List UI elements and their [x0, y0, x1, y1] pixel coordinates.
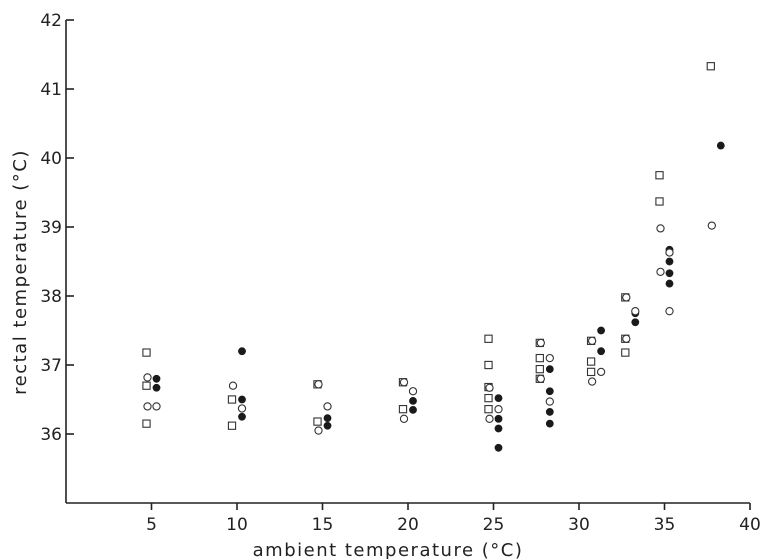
data-point-filled-circle — [323, 414, 332, 423]
data-point-square — [621, 348, 630, 357]
data-point-open-circle — [485, 383, 494, 392]
data-point-square — [484, 334, 493, 343]
data-point-filled-circle — [238, 347, 246, 356]
data-point-filled-circle — [665, 279, 674, 288]
data-point-open-circle — [665, 248, 674, 257]
data-point-filled-circle — [716, 141, 725, 150]
data-point-square — [706, 62, 715, 71]
y-tick-label: 40 — [40, 149, 62, 169]
data-point-open-circle — [656, 267, 665, 276]
data-point-open-circle — [143, 373, 152, 382]
data-point-open-circle — [152, 402, 161, 411]
y-tick-label: 41 — [40, 80, 62, 100]
data-point-open-circle — [314, 426, 323, 435]
series-filled-circle — [152, 141, 725, 452]
data-point-square — [227, 395, 237, 404]
x-tick-label: 25 — [483, 515, 505, 535]
x-tick-label: 5 — [146, 515, 157, 535]
data-point-open-circle — [536, 338, 545, 348]
x-tick-label: 10 — [226, 515, 248, 535]
data-point-open-circle — [665, 307, 674, 316]
data-point-filled-circle — [409, 396, 417, 405]
y-axis-title: rectal temperature (°C) — [10, 149, 31, 395]
data-point-open-circle — [143, 402, 152, 411]
data-point-open-circle — [596, 367, 606, 377]
data-point-open-circle — [545, 353, 554, 363]
data-point-open-circle — [228, 381, 238, 390]
axes: 5 10 15 20 25 30 35 40 36 37 38 39 40 41 42 — [40, 11, 760, 535]
y-tick-label: 38 — [40, 287, 62, 307]
data-point-open-circle — [587, 336, 597, 345]
data-point-filled-circle — [494, 424, 503, 433]
data-point-square — [484, 405, 493, 414]
data-points — [142, 62, 725, 452]
data-point-square — [586, 357, 596, 366]
data-point-square — [535, 353, 544, 363]
x-tick-label: 20 — [397, 515, 419, 535]
data-point-filled-circle — [631, 318, 640, 327]
data-point-filled-circle — [152, 374, 161, 383]
x-tick-label: 15 — [312, 515, 334, 535]
data-point-square — [484, 393, 493, 403]
x-tick-label: 30 — [568, 515, 590, 535]
data-point-open-circle — [314, 380, 323, 389]
data-point-square — [586, 367, 596, 377]
data-point-square — [484, 360, 493, 370]
data-point-square — [142, 348, 151, 357]
data-point-filled-circle — [494, 414, 503, 423]
data-point-filled-circle — [238, 412, 246, 421]
data-point-filled-circle — [409, 405, 417, 414]
data-point-open-circle — [237, 404, 247, 413]
series-open-square — [142, 62, 715, 430]
data-point-square — [398, 405, 408, 414]
data-point-filled-circle — [597, 347, 605, 356]
data-point-open-circle — [587, 377, 597, 386]
data-point-square — [142, 381, 151, 390]
data-point-square — [313, 417, 322, 426]
data-point-square — [655, 197, 664, 206]
data-point-filled-circle — [545, 387, 554, 396]
data-point-filled-circle — [665, 269, 674, 278]
y-tick-label: 37 — [40, 356, 62, 376]
data-point-open-circle — [485, 414, 494, 423]
data-point-open-circle — [399, 414, 409, 423]
y-tick-label: 42 — [40, 11, 62, 31]
data-point-filled-circle — [665, 257, 674, 266]
x-tick-label: 40 — [739, 515, 761, 535]
data-point-open-circle — [408, 387, 418, 396]
data-point-filled-circle — [545, 419, 554, 428]
data-point-filled-circle — [494, 394, 503, 403]
data-point-square — [227, 421, 237, 430]
x-axis-title: ambient temperature (°C) — [253, 540, 524, 559]
data-point-open-circle — [545, 397, 554, 406]
data-point-open-circle — [494, 405, 503, 414]
data-point-square — [655, 171, 664, 180]
data-point-square — [535, 364, 544, 374]
data-point-filled-circle — [238, 395, 246, 404]
data-point-open-circle — [707, 221, 716, 230]
x-tick-label: 35 — [654, 515, 676, 535]
data-point-open-circle — [622, 334, 631, 343]
y-tick-label: 36 — [40, 425, 62, 445]
data-point-open-circle — [323, 402, 332, 411]
data-point-open-circle — [536, 374, 545, 383]
data-point-square — [142, 419, 151, 428]
data-point-filled-circle — [152, 383, 161, 392]
data-point-open-circle — [631, 307, 640, 316]
data-point-open-circle — [656, 224, 665, 233]
data-point-filled-circle — [545, 408, 554, 416]
data-point-filled-circle — [597, 326, 605, 335]
data-point-filled-circle — [323, 421, 332, 430]
y-tick-label: 39 — [40, 218, 62, 238]
data-point-filled-circle — [494, 443, 503, 452]
data-point-open-circle — [399, 378, 409, 387]
data-point-filled-circle — [545, 365, 554, 374]
series-open-circle — [143, 221, 716, 435]
data-point-open-circle — [622, 293, 631, 302]
